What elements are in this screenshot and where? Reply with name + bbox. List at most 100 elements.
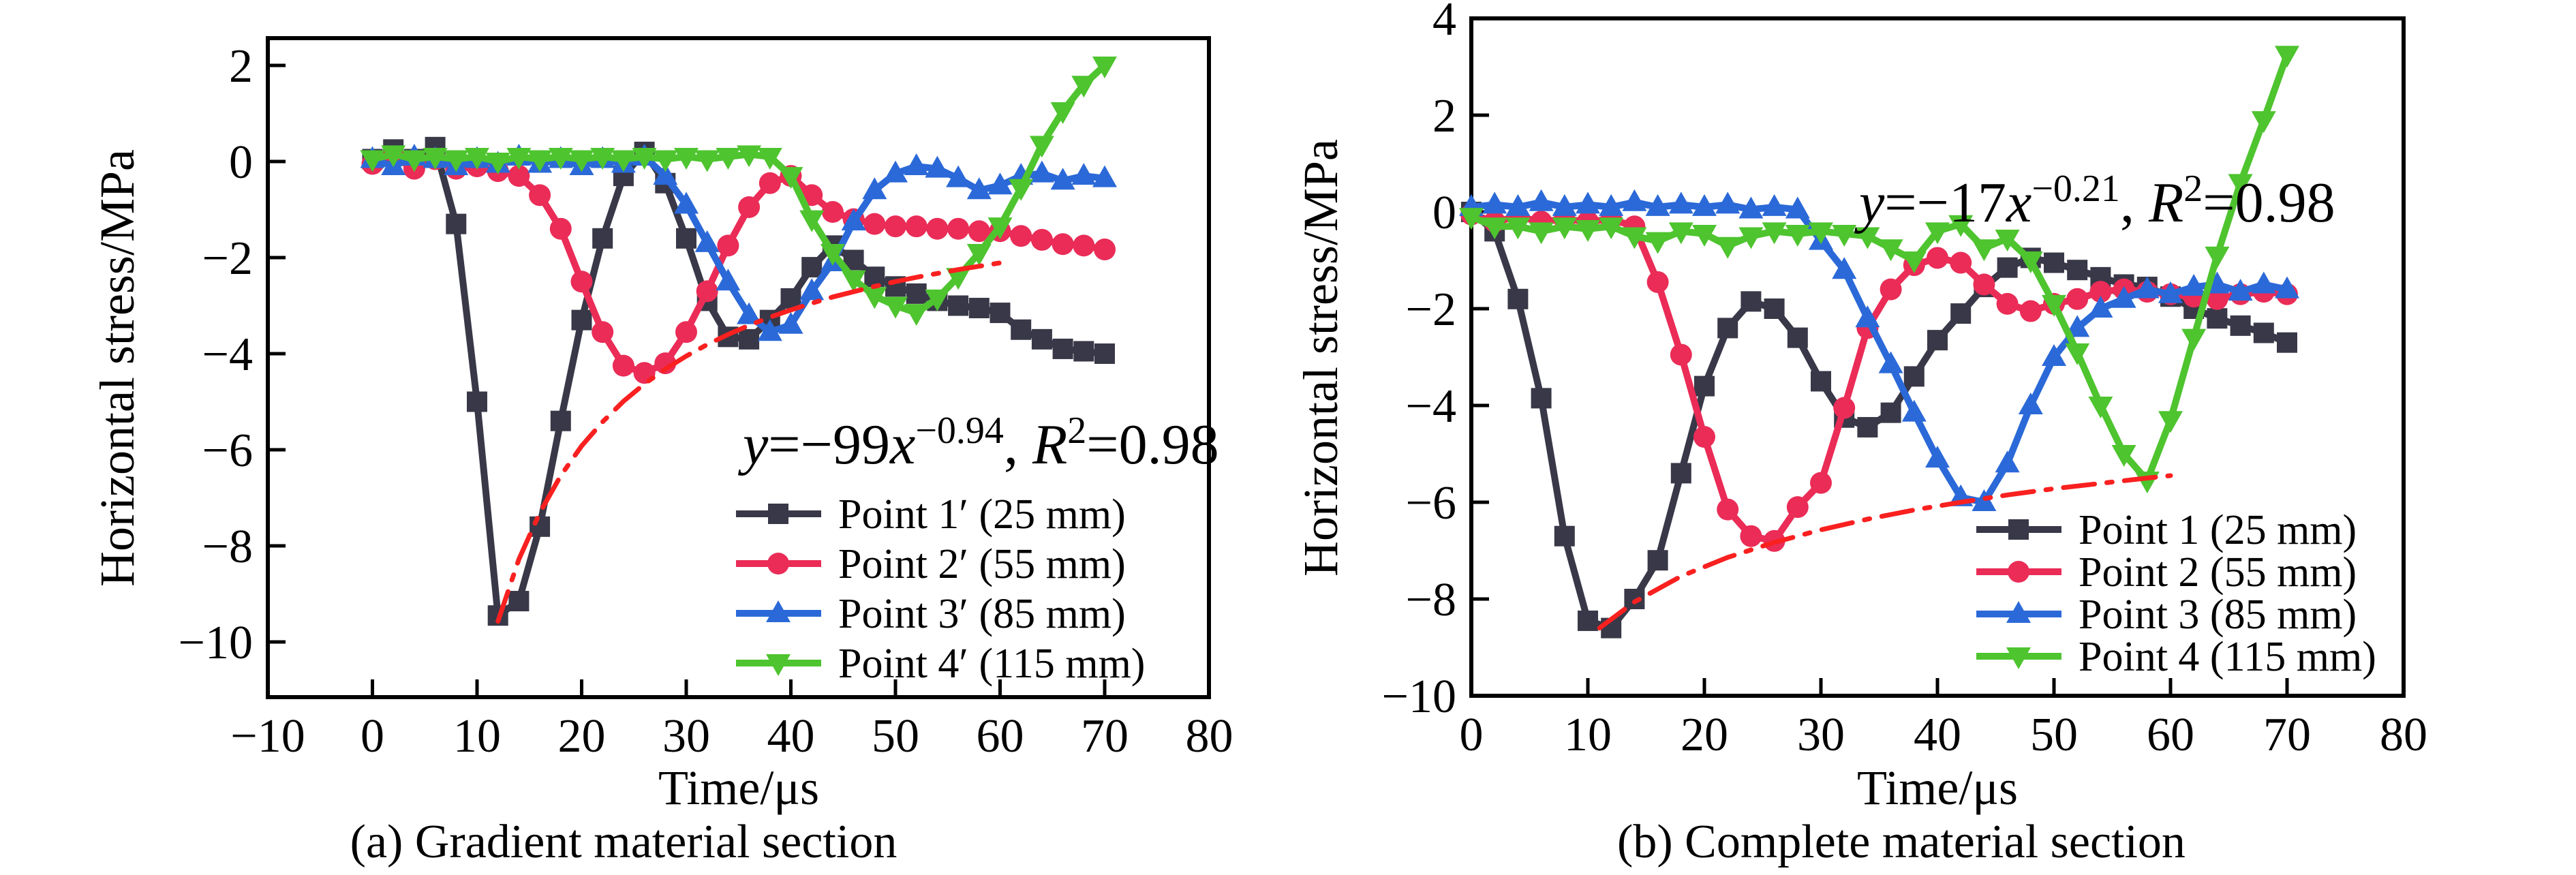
x-tick-label: 20 [1681,709,1728,761]
series-marker-2 [529,184,551,206]
fit-curve-line [1597,473,2173,631]
y-tick-label: 0 [229,136,253,189]
series-marker-3 [757,319,782,341]
series-marker-1 [1031,328,1052,350]
series-marker-4 [987,217,1013,240]
series-marker-4 [1878,239,1903,262]
series-marker-4 [1050,102,1075,124]
series-marker-1 [1094,343,1115,364]
series-marker-3 [1552,194,1577,216]
series-marker-4 [674,147,699,170]
series-marker-2 [926,217,949,240]
legend-item-1: Point 1 (25 mm) [1976,507,2357,553]
series-marker-3 [2134,276,2160,298]
series-marker-4 [381,145,406,168]
legend-swatch-marker [2008,519,2029,540]
series-marker-3 [966,177,992,200]
series-marker-2 [2206,288,2228,310]
series-marker-3 [1645,194,1670,216]
y-tick-label: 0 [1432,187,1456,239]
series-marker-2 [738,196,761,218]
fit-equation: y=−17x−0.21, R2=0.98 [1854,168,2335,234]
series-marker-4 [820,243,845,266]
series-marker-3 [1050,168,1075,190]
series-marker-4 [1995,230,2020,252]
series-marker-3 [2042,344,2066,366]
series-marker-1 [1554,525,1575,547]
series-marker-3 [862,177,887,200]
series-marker-4 [2158,411,2183,433]
series-marker-3 [1029,160,1054,183]
series-marker-1 [1880,402,1901,423]
legend-label: Point 4 (115 mm) [2079,634,2376,680]
x-tick-label: 40 [1914,709,1961,761]
series-marker-3 [2065,315,2090,337]
plot-border [266,36,1211,699]
series-marker-4 [423,147,448,170]
series-marker-4 [1668,222,1693,245]
series-marker-1 [592,228,613,249]
series-marker-1 [1950,303,1972,324]
series-marker-3 [1622,189,1647,211]
series-marker-3 [653,163,678,185]
series-marker-4 [632,147,657,170]
series-marker-3 [883,160,908,183]
legend-item-1: Point 1′ (25 mm) [736,491,1126,538]
series-marker-2 [758,172,781,194]
legend-item-3: Point 3′ (85 mm) [736,591,1126,637]
series-marker-3 [737,302,762,324]
series-marker-1 [467,391,487,412]
series-marker-4 [465,147,489,170]
series-marker-1 [1694,375,1715,397]
series-marker-4 [527,150,553,172]
series-marker-2 [1786,496,1809,519]
series-marker-2 [592,321,614,343]
series-marker-1 [739,328,760,350]
x-tick-label: 10 [1564,709,1612,761]
series-marker-4 [1071,76,1097,98]
series-marker-4 [966,243,992,266]
series-marker-4 [2251,111,2276,134]
chart-b-x-axis-title: Time/μs [1857,761,2018,815]
x-tick-label: 10 [453,710,501,763]
series-marker-4 [1009,179,1034,201]
series-marker-4 [611,150,636,172]
x-tick-label: 50 [2030,709,2078,761]
legend-label: Point 3′ (85 mm) [838,591,1126,637]
series-marker-3 [2228,279,2253,301]
series-marker-4 [1645,232,1670,254]
series-marker-4 [1972,239,1997,262]
series-marker-2 [696,280,718,303]
y-tick-label: −6 [202,425,253,477]
series-marker-3 [1832,257,1857,279]
series-marker-2 [717,234,739,257]
series-marker-3 [1785,196,1810,219]
series-marker-4 [1622,227,1647,249]
x-tick-label: 20 [558,710,606,763]
series-marker-1 [530,516,551,537]
series-marker-4 [1692,224,1717,247]
series-marker-1 [1578,610,1598,631]
series-marker-4 [737,145,762,168]
y-tick-label: −4 [202,328,253,381]
series-marker-2 [654,352,677,375]
series-marker-2 [821,201,844,224]
series-marker-2 [947,217,970,240]
legend-swatch-marker [766,654,791,676]
series-marker-2 [1030,228,1053,251]
chart-a-x-axis-title: Time/μs [658,761,819,815]
series-marker-2 [612,354,634,377]
series-marker-4 [1552,217,1577,240]
series-marker-3 [987,172,1013,195]
series-marker-1 [508,591,530,612]
series-marker-2 [2019,300,2042,322]
series-marker-4 [1832,224,1857,247]
series-marker-3 [716,268,741,291]
y-tick-label: −2 [1406,283,1456,336]
y-tick-label: −6 [1406,477,1456,529]
series-marker-1 [1997,257,2018,278]
series-marker-1 [2253,322,2274,343]
series-marker-4 [1855,227,1880,249]
series-marker-4 [1482,217,1507,240]
